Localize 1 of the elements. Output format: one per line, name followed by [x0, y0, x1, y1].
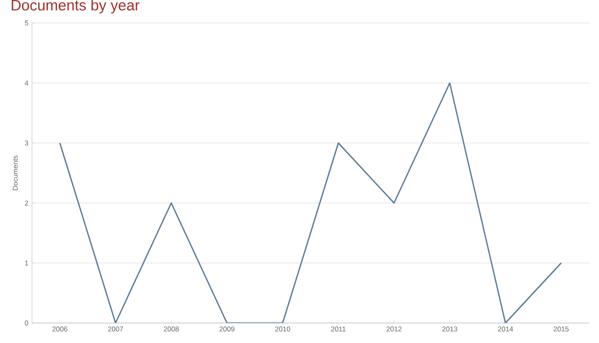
line-series: [59, 82, 562, 323]
